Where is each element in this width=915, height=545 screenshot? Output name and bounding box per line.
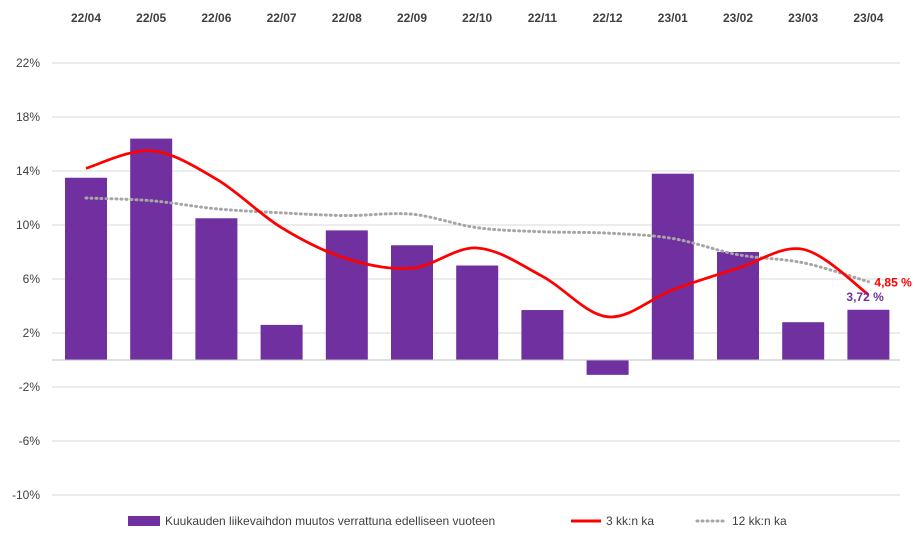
bar [717,252,759,360]
category-label: 22/09 [397,11,427,25]
legend-swatch-bars [128,516,160,526]
bar [260,324,303,360]
category-label: 22/10 [462,11,492,25]
bar [195,218,238,360]
data-annotations: 4,85 %3,72 % [846,276,912,304]
category-label: 23/01 [658,11,688,25]
y-tick-label: -10% [12,488,40,502]
y-tick-label: 2% [23,326,41,340]
bar [391,245,433,360]
y-tick-label: -6% [19,434,41,448]
category-labels: 22/04 22/05 22/06 22/07 22/08 22/09 22/10 22/11… [71,11,884,25]
bar [130,138,173,360]
category-label: 23/04 [853,11,883,25]
line-3kk [85,149,870,319]
line-12kk [84,196,870,284]
y-tick-label: 22% [16,56,40,70]
data-label: 3,72 % [846,290,884,304]
legend: Kuukauden liikevaihdon muutos verrattuna… [128,514,787,528]
legend-label-12kk: 12 kk:n ka [732,514,787,528]
category-label: 22/12 [593,11,623,25]
y-tick-label: 10% [16,218,40,232]
category-label: 22/06 [201,11,231,25]
y-tick-label: 18% [16,110,40,124]
y-tick-label: -2% [19,380,41,394]
bar-series [65,138,890,375]
bar [456,265,499,360]
category-label: 22/11 [528,11,558,25]
bar [586,360,629,375]
category-label: 22/04 [71,11,101,25]
category-label: 23/03 [788,11,818,25]
data-label: 4,85 % [874,276,912,290]
category-label: 22/07 [267,11,297,25]
bar [325,230,368,360]
category-label: 23/02 [723,11,753,25]
category-label: 22/05 [136,11,166,25]
bar [651,173,694,360]
bar [521,310,564,360]
y-tick-label: 14% [16,164,40,178]
bar [847,309,890,360]
category-label: 22/08 [332,11,362,25]
bar [65,177,107,360]
legend-label-3kk: 3 kk:n ka [606,514,654,528]
y-tick-label: 6% [23,272,41,286]
line-series [84,149,870,319]
legend-label-bars: Kuukauden liikevaihdon muutos verrattuna… [165,514,495,528]
y-tick-labels: 22% 18% 14% 10% 6% 2% -2% -6% -10% [12,56,40,502]
bar [782,322,825,360]
